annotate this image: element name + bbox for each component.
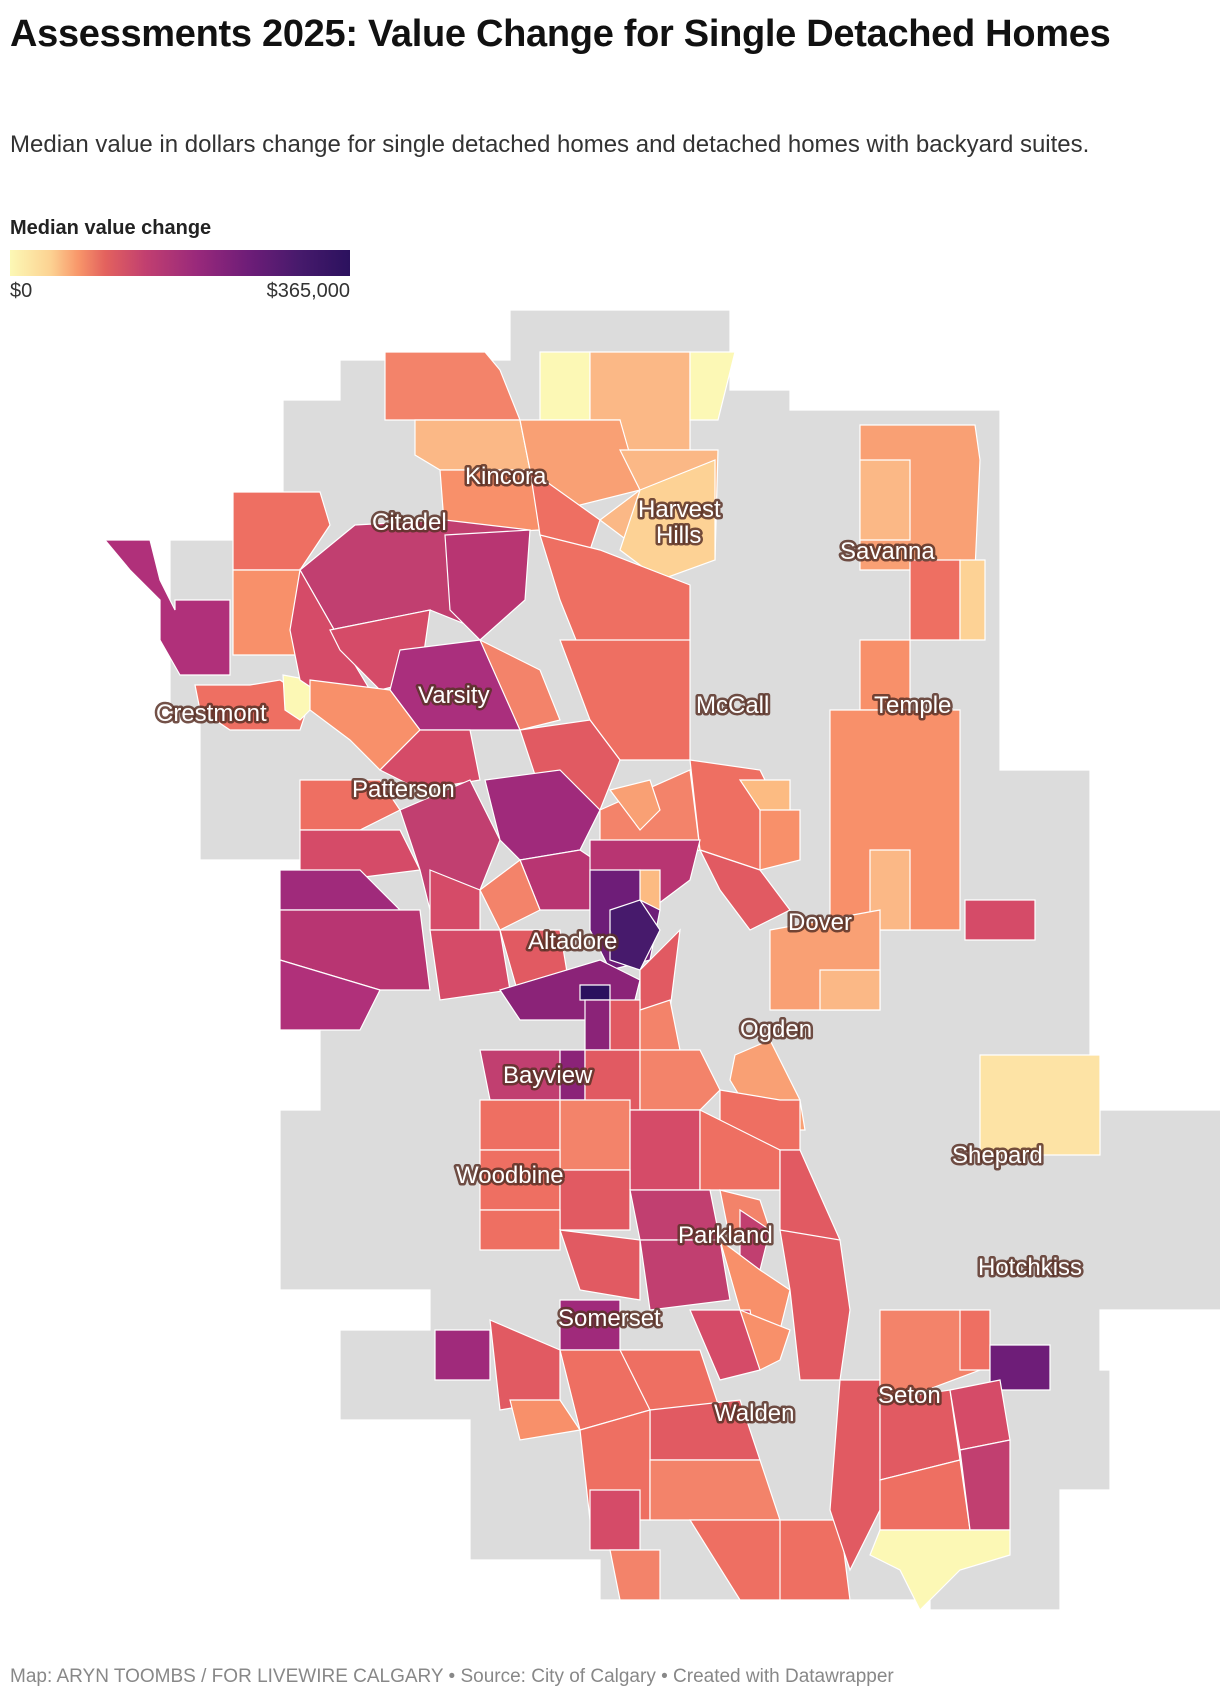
color-legend: Median value change $0 $365,000	[10, 216, 350, 304]
label-temple: Temple	[874, 692, 951, 719]
label-citadel: Citadel	[372, 509, 447, 536]
label-bayview: Bayview	[503, 1062, 593, 1089]
label-hills: Hills	[656, 522, 701, 549]
label-walden: Walden	[714, 1400, 794, 1427]
chart-subtitle: Median value in dollars change for singl…	[10, 131, 1090, 158]
legend-max-label: $365,000	[266, 280, 350, 302]
legend-gradient-bar	[10, 250, 350, 276]
label-somerset: Somerset	[558, 1305, 661, 1332]
chart-title: Assessments 2025: Value Change for Singl…	[10, 13, 1111, 55]
label-patterson: Patterson	[352, 776, 455, 803]
label-mccall: McCall	[696, 692, 769, 719]
label-crestmont: Crestmont	[156, 700, 267, 727]
label-ogden: Ogden	[740, 1016, 812, 1043]
community-labels: Kincora Citadel Harvest Hills Savanna Va…	[154, 461, 1085, 1430]
label-kincora: Kincora	[465, 463, 547, 490]
label-altadore: Altadore	[528, 928, 617, 955]
label-parkland: Parkland	[678, 1222, 773, 1249]
legend-min-label: $0	[10, 280, 33, 302]
label-seton: Seton	[878, 1382, 941, 1409]
label-dover: Dover	[788, 909, 852, 936]
label-hotchkiss: Hotchkiss	[978, 1254, 1082, 1281]
label-shepard: Shepard	[952, 1142, 1043, 1169]
legend-title: Median value change	[10, 217, 212, 239]
map-svg: Kincora Citadel Harvest Hills Savanna Va…	[103, 310, 1220, 1612]
value-regions	[103, 351, 1101, 1612]
label-savanna: Savanna	[840, 538, 935, 565]
choropleth-map[interactable]: Kincora Citadel Harvest Hills Savanna Va…	[0, 310, 1220, 1630]
label-varsity: Varsity	[418, 682, 490, 709]
label-woodbine: Woodbine	[456, 1162, 564, 1189]
footer-credit: Map: ARYN TOOMBS / FOR LIVEWIRE CALGARY …	[10, 1666, 894, 1687]
label-harvest: Harvest	[638, 496, 721, 523]
